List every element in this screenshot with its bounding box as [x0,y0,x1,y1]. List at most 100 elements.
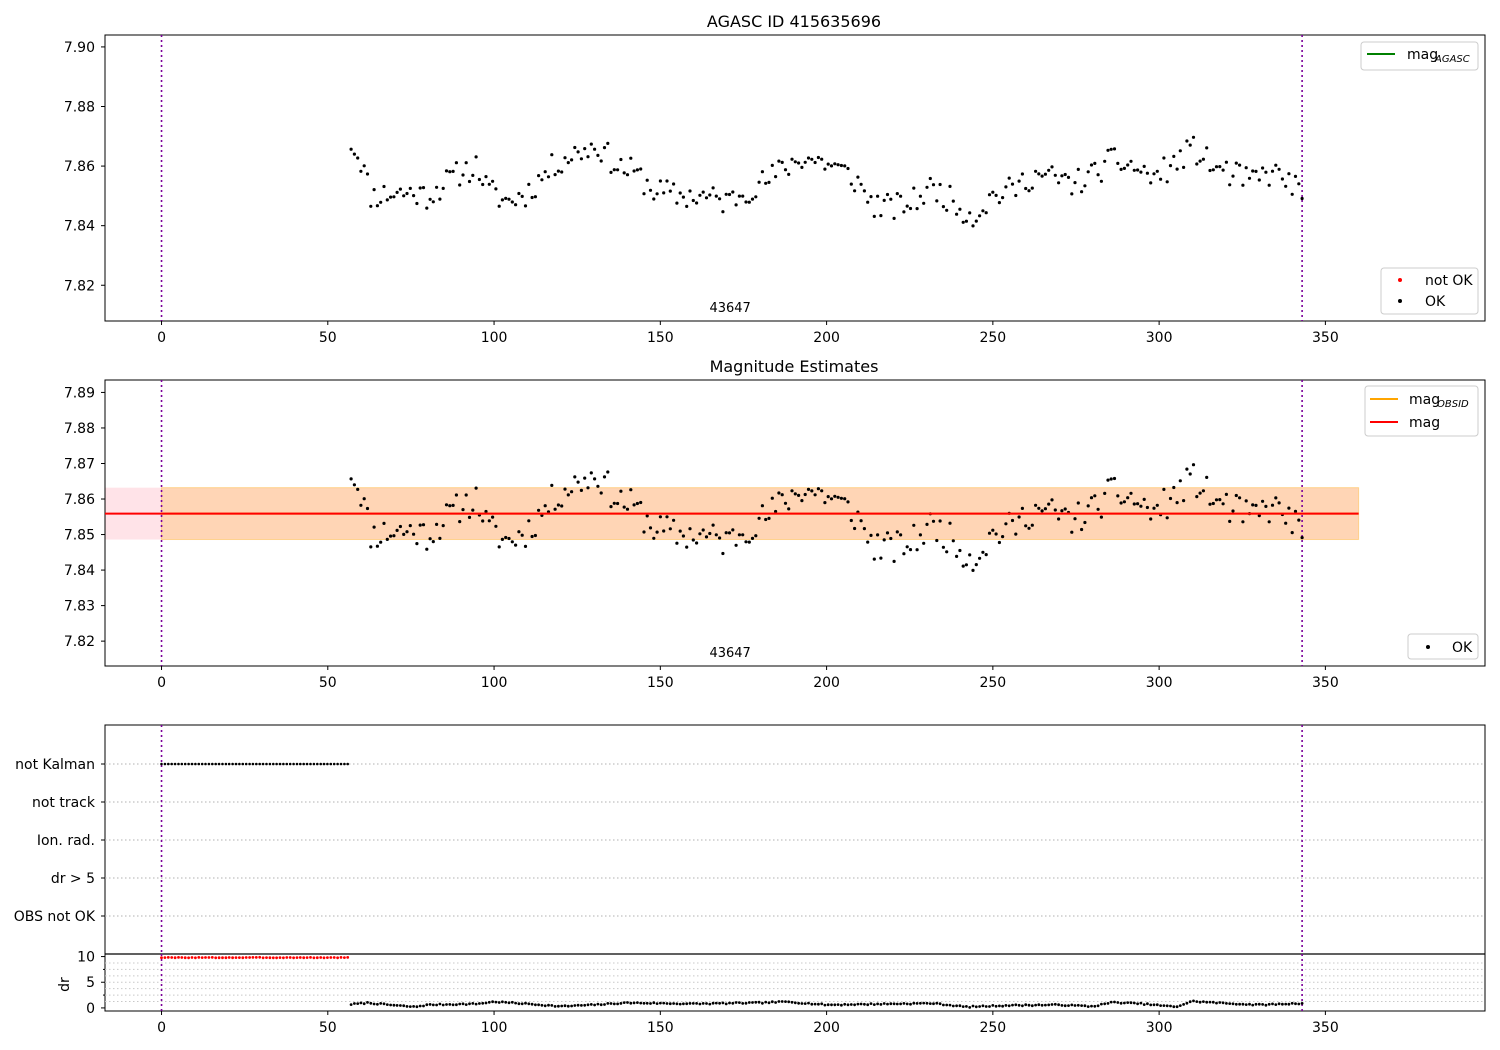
data-point-ok [892,216,896,220]
data-point-ok [1020,172,1024,176]
x-tick-label: 150 [647,675,674,691]
data-point-ok [1231,509,1235,513]
flag-point [244,762,248,766]
data-point-ok [1132,502,1136,506]
data-point-ok [1175,501,1179,505]
data-point-ok [876,533,880,537]
data-point-ok [718,197,722,201]
data-point-ok [853,526,857,531]
dr-point-not-ok [336,956,339,960]
data-point-ok [1043,507,1047,511]
data-point-ok [1007,176,1011,180]
data-point-ok [760,504,765,508]
dr-point-ok [445,1003,448,1006]
data-point-ok [767,180,771,184]
data-point-ok [1238,163,1242,167]
dr-point-ok [879,1003,883,1006]
data-point-ok [793,492,797,496]
dr-point-ok [882,1002,886,1005]
dr-point-ok [1100,1002,1103,1006]
data-point-ok [754,534,758,538]
dr-point-ok [382,1002,386,1006]
data-point-ok [744,200,748,204]
flag-point [238,762,241,766]
data-point-ok [537,508,541,512]
dr-point-ok [622,1001,626,1004]
dr-point-ok [478,1002,481,1005]
data-point-ok [688,527,692,531]
data-point-ok [1040,174,1044,178]
dr-point-not-ok [265,956,268,959]
dr-point-ok [353,1002,356,1005]
data-point-ok [570,158,574,162]
data-point-ok [754,195,758,199]
dr-point-ok [1287,1002,1291,1006]
data-point-ok [1244,166,1248,170]
dr-point-ok [527,1002,531,1006]
data-point-ok [1037,172,1041,176]
dr-point-ok [942,1003,945,1007]
data-point-ok [356,487,360,491]
data-point-ok [1172,485,1176,490]
data-point-ok [425,547,429,551]
data-point-ok [1099,179,1103,183]
dr-point-ok [576,1003,580,1007]
data-point-ok [1103,491,1107,495]
data-point-ok [517,530,521,534]
dr-point-ok [1050,1003,1054,1006]
data-point-ok [1145,505,1149,510]
data-point-ok [1297,182,1301,186]
dr-point-not-ok [298,956,302,959]
data-point-ok [1267,520,1271,524]
dr-point-not-ok [312,956,316,960]
x-tick-label: 50 [319,330,337,346]
data-point-ok [451,503,455,507]
data-point-ok [698,532,702,536]
dr-point-ok [1264,1003,1268,1007]
data-point-ok [918,533,923,537]
data-point-ok [810,489,814,493]
dr-point-not-ok [271,956,275,960]
data-point-ok [402,532,406,537]
data-point-ok [718,536,722,540]
data-point-ok [375,544,379,548]
dr-point-not-ok [207,956,211,959]
dr-point-ok [1284,1002,1288,1006]
dr-point-ok [1169,1004,1172,1008]
data-point-ok [859,519,863,523]
data-point-ok [570,490,574,494]
data-point-ok [385,198,389,202]
data-point-ok [543,170,547,174]
data-point-ok [1063,507,1067,511]
y-tick-label: 7.82 [64,634,95,650]
data-point-ok [1024,524,1028,528]
dr-point-ok [744,1001,748,1005]
dr-point-ok [899,1002,902,1006]
data-point-ok [760,170,765,174]
data-point-ok [1195,495,1199,499]
dr-point-ok [553,1005,557,1008]
dr-point-not-ok [210,956,214,959]
data-point-ok [1254,503,1258,507]
data-point-ok [586,155,590,159]
data-point-ok [665,179,669,183]
data-point-ok [698,193,702,197]
dr-point-ok [642,1001,646,1005]
data-point-ok [1155,503,1159,507]
data-point-ok [1224,160,1228,164]
data-point-ok [675,201,679,205]
data-point-ok [1221,168,1225,172]
data-point-ok [471,173,475,177]
data-point-ok [1214,498,1219,502]
dr-point-ok [961,1005,965,1008]
data-point-ok [846,500,850,504]
y-tick-label: 7.82 [64,278,95,294]
data-point-ok [737,194,742,198]
dr-point-ok [1274,1003,1278,1006]
dr-point-ok [691,1002,695,1005]
data-point-ok [520,533,524,537]
data-point-ok [1001,196,1005,200]
x-tick-label: 300 [1146,1020,1173,1036]
dr-point-ok [1231,1002,1235,1006]
data-point-ok [563,487,567,491]
